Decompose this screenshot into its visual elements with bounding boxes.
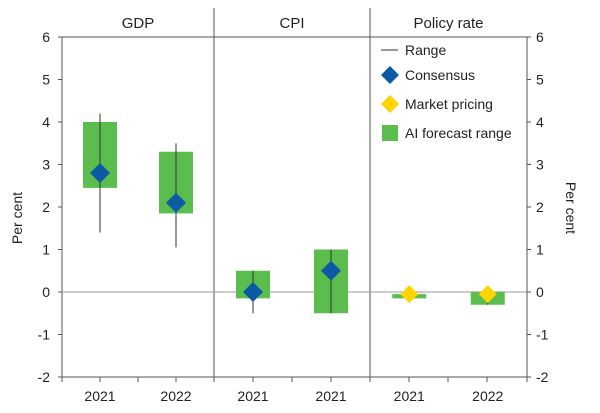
y-tick-label-right: 3 xyxy=(536,157,544,173)
x-tick-label: 2021 xyxy=(84,388,115,404)
y-tick-label-left: 5 xyxy=(42,72,50,88)
y-axis-title-right: Per cent xyxy=(563,182,579,234)
x-tick-label: 2021 xyxy=(315,388,346,404)
x-tick-label: 2021 xyxy=(394,388,425,404)
legend-ai-label: AI forecast range xyxy=(405,125,512,141)
y-tick-label-left: 4 xyxy=(42,114,50,130)
legend-consensus-swatch xyxy=(381,66,399,84)
y-tick-label-right: -2 xyxy=(536,369,549,385)
y-tick-label-right: 2 xyxy=(536,199,544,215)
y-tick-label-right: -1 xyxy=(536,327,549,343)
consensus-marker xyxy=(321,260,341,281)
y-tick-label-right: 6 xyxy=(536,29,544,45)
legend-market-label: Market pricing xyxy=(405,96,493,112)
x-tick-label: 2021 xyxy=(237,388,268,404)
y-tick-label-left: -1 xyxy=(38,327,51,343)
y-tick-label-left: 6 xyxy=(42,29,50,45)
panel-title: GDP xyxy=(122,15,155,32)
x-tick-label: 2022 xyxy=(160,388,191,404)
consensus-marker xyxy=(90,163,110,183)
y-axis-title-left: Per cent xyxy=(9,192,25,244)
market-pricing-marker xyxy=(478,285,497,304)
x-tick-label: 2022 xyxy=(472,388,503,404)
market-pricing-marker xyxy=(400,285,419,304)
y-tick-label-right: 4 xyxy=(536,114,544,130)
y-tick-label-right: 0 xyxy=(536,284,544,300)
y-tick-label-right: 5 xyxy=(536,72,544,88)
y-tick-label-right: 1 xyxy=(536,242,544,258)
consensus-marker xyxy=(243,282,263,302)
y-tick-label-left: 2 xyxy=(42,199,50,215)
plot-frame xyxy=(61,36,528,378)
y-tick-label-left: 0 xyxy=(42,284,50,300)
panel-title: CPI xyxy=(279,15,304,32)
panel-title: Policy rate xyxy=(413,15,483,32)
y-tick-label-left: 3 xyxy=(42,157,50,173)
legend-consensus-label: Consensus xyxy=(405,67,475,83)
legend-market-swatch xyxy=(381,95,399,113)
legend-range-label: Range xyxy=(405,42,446,58)
y-tick-label-left: 1 xyxy=(42,242,50,258)
consensus-marker xyxy=(166,192,186,213)
legend-ai-swatch xyxy=(382,125,398,141)
y-tick-label-left: -2 xyxy=(38,369,51,385)
